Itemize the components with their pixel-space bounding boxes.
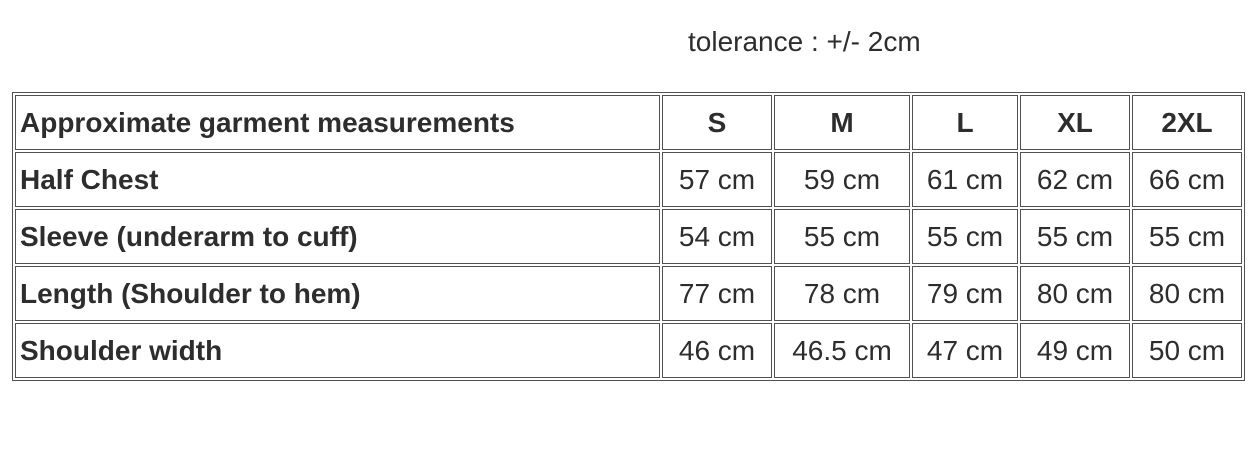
value-sleeve-m: 55 cm <box>774 209 910 264</box>
value-sleeve-l: 55 cm <box>912 209 1018 264</box>
value-sleeve-s: 54 cm <box>662 209 772 264</box>
header-size-m: M <box>774 95 910 150</box>
value-half-chest-s: 57 cm <box>662 152 772 207</box>
value-length-l: 79 cm <box>912 266 1018 321</box>
value-length-m: 78 cm <box>774 266 910 321</box>
header-size-s: S <box>662 95 772 150</box>
table-row-half-chest: Half Chest 57 cm 59 cm 61 cm 62 cm 66 cm <box>15 152 1242 207</box>
value-half-chest-l: 61 cm <box>912 152 1018 207</box>
row-label-length: Length (Shoulder to hem) <box>15 266 660 321</box>
row-label-half-chest: Half Chest <box>15 152 660 207</box>
value-sleeve-xl: 55 cm <box>1020 209 1130 264</box>
row-label-sleeve: Sleeve (underarm to cuff) <box>15 209 660 264</box>
header-measurements-label: Approximate garment measurements <box>15 95 660 150</box>
value-shoulder-width-xl: 49 cm <box>1020 323 1130 378</box>
value-length-xl: 80 cm <box>1020 266 1130 321</box>
row-label-shoulder-width: Shoulder width <box>15 323 660 378</box>
header-size-xl: XL <box>1020 95 1130 150</box>
header-size-2xl: 2XL <box>1132 95 1242 150</box>
value-half-chest-m: 59 cm <box>774 152 910 207</box>
value-length-2xl: 80 cm <box>1132 266 1242 321</box>
value-shoulder-width-2xl: 50 cm <box>1132 323 1242 378</box>
value-shoulder-width-m: 46.5 cm <box>774 323 910 378</box>
value-half-chest-xl: 62 cm <box>1020 152 1130 207</box>
value-shoulder-width-l: 47 cm <box>912 323 1018 378</box>
value-length-s: 77 cm <box>662 266 772 321</box>
header-row: Approximate garment measurements S M L X… <box>15 95 1242 150</box>
header-size-l: L <box>912 95 1018 150</box>
tolerance-note: tolerance : +/- 2cm <box>688 26 921 57</box>
value-sleeve-2xl: 55 cm <box>1132 209 1242 264</box>
table-row-length: Length (Shoulder to hem) 77 cm 78 cm 79 … <box>15 266 1242 321</box>
table-row-sleeve: Sleeve (underarm to cuff) 54 cm 55 cm 55… <box>15 209 1242 264</box>
value-shoulder-width-s: 46 cm <box>662 323 772 378</box>
value-half-chest-2xl: 66 cm <box>1132 152 1242 207</box>
size-chart-table: Approximate garment measurements S M L X… <box>12 92 1245 381</box>
table-row-shoulder-width: Shoulder width 46 cm 46.5 cm 47 cm 49 cm… <box>15 323 1242 378</box>
